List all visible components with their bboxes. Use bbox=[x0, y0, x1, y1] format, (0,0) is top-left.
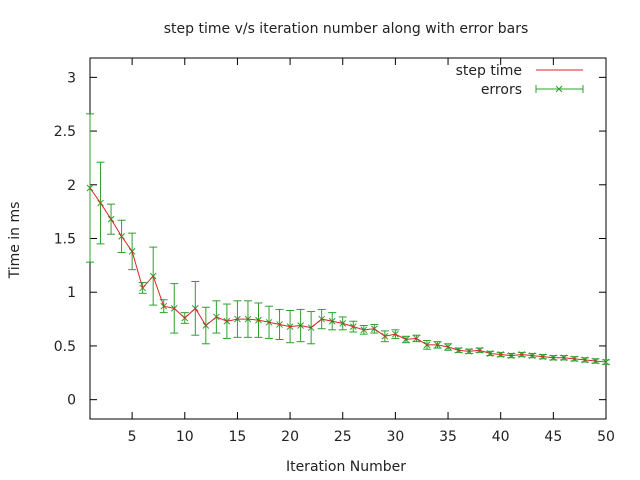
x-tick-label: 40 bbox=[492, 429, 510, 445]
legend-label-step-time: step time bbox=[456, 63, 522, 79]
y-tick-label: 0 bbox=[67, 393, 76, 409]
legend-sample-errors-marker bbox=[555, 85, 563, 93]
error-bars bbox=[86, 113, 610, 366]
chart-title: step time v/s iteration number along wit… bbox=[164, 21, 529, 37]
x-axis-ticks: 5 10 15 20 25 30 35 40 45 50 bbox=[128, 58, 615, 445]
x-tick-label: 25 bbox=[334, 429, 352, 445]
plot-frame bbox=[89, 57, 607, 420]
y-tick-label: 1 bbox=[67, 285, 76, 301]
legend-label-errors: errors bbox=[481, 82, 522, 98]
y-axis-label: Time in ms bbox=[7, 202, 23, 280]
y-tick-label: 3 bbox=[67, 70, 76, 86]
x-tick-label: 10 bbox=[176, 429, 194, 445]
y-tick-label: 0.5 bbox=[54, 339, 76, 355]
y-tick-label: 2.5 bbox=[54, 124, 76, 140]
x-tick-label: 20 bbox=[281, 429, 299, 445]
x-tick-label: 50 bbox=[597, 429, 615, 445]
y-tick-label: 1.5 bbox=[54, 232, 76, 248]
x-axis-label: Iteration Number bbox=[286, 459, 406, 475]
y-axis-ticks: 0 0.5 1 1.5 2 2.5 3 bbox=[54, 70, 606, 409]
x-tick-label: 5 bbox=[128, 429, 137, 445]
step-time-line bbox=[89, 187, 607, 363]
x-tick-label: 45 bbox=[544, 429, 562, 445]
x-tick-label: 35 bbox=[439, 429, 457, 445]
plot-border bbox=[89, 57, 607, 420]
x-tick-label: 30 bbox=[386, 429, 404, 445]
legend: step time errors bbox=[456, 63, 584, 98]
step-time-series bbox=[89, 187, 607, 363]
y-tick-label: 2 bbox=[67, 178, 76, 194]
x-tick-label: 15 bbox=[229, 429, 247, 445]
